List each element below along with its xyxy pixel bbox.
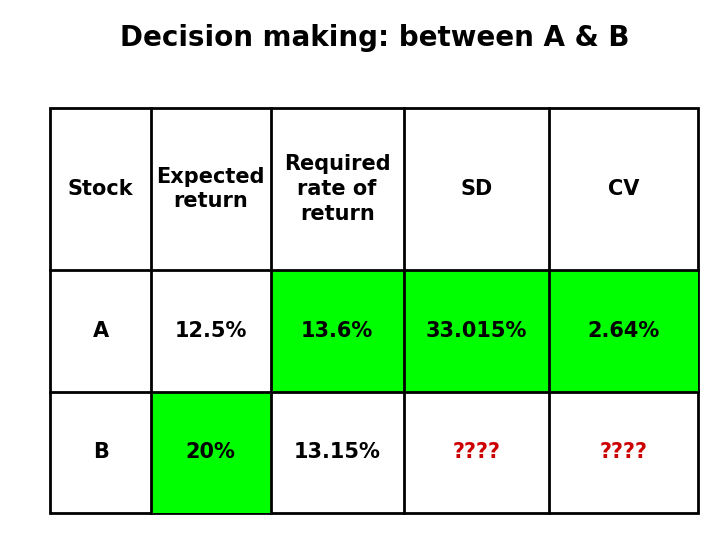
Bar [151,392,271,513]
Text: 33.015%: 33.015% [426,321,527,341]
Bar [549,270,698,392]
Text: 2.64%: 2.64% [588,321,660,341]
Text: Expected
return: Expected return [156,167,265,211]
Bar [403,270,549,392]
Text: SD: SD [460,179,492,199]
Text: Stock: Stock [68,179,133,199]
Text: CV: CV [608,179,639,199]
Bar [271,270,404,392]
Text: B: B [93,442,109,462]
Text: 12.5%: 12.5% [174,321,247,341]
Bar [50,108,698,513]
Text: ????: ???? [452,442,500,462]
Text: 20%: 20% [186,442,235,462]
Text: A: A [93,321,109,341]
Text: Required
rate of
return: Required rate of return [284,154,390,224]
Text: 13.6%: 13.6% [301,321,373,341]
Text: 13.15%: 13.15% [294,442,381,462]
Text: ????: ???? [600,442,648,462]
Text: Decision making: between A & B: Decision making: between A & B [120,24,629,52]
